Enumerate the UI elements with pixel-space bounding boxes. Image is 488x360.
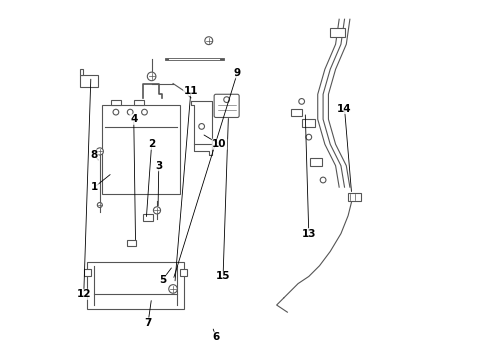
Circle shape — [198, 123, 204, 129]
Bar — [80, 69, 83, 75]
Bar — [110, 100, 121, 105]
Circle shape — [96, 148, 103, 155]
Bar — [302, 119, 315, 127]
Bar — [80, 75, 98, 87]
Text: 10: 10 — [212, 139, 226, 149]
Bar — [102, 105, 180, 194]
Bar — [309, 158, 322, 166]
Circle shape — [97, 203, 102, 207]
Text: 4: 4 — [130, 114, 137, 124]
Circle shape — [168, 285, 177, 293]
Text: 8: 8 — [91, 150, 98, 160]
Bar — [347, 193, 360, 202]
Bar — [180, 269, 187, 276]
Circle shape — [142, 109, 147, 115]
Circle shape — [224, 97, 229, 103]
Circle shape — [153, 207, 160, 214]
Text: 9: 9 — [233, 68, 241, 78]
Text: 12: 12 — [76, 289, 91, 299]
Text: 15: 15 — [215, 271, 230, 282]
Bar — [126, 240, 135, 246]
FancyBboxPatch shape — [214, 94, 239, 117]
Text: 11: 11 — [183, 86, 198, 96]
Circle shape — [113, 109, 119, 115]
Bar — [329, 28, 344, 37]
Text: 7: 7 — [144, 318, 151, 328]
Circle shape — [298, 99, 304, 104]
Bar — [83, 269, 91, 276]
Text: 2: 2 — [148, 139, 155, 149]
Circle shape — [305, 134, 311, 140]
Circle shape — [127, 109, 133, 115]
Bar — [142, 214, 153, 221]
Bar — [290, 109, 301, 116]
Text: 1: 1 — [91, 182, 98, 192]
Text: 14: 14 — [337, 104, 351, 113]
Text: 3: 3 — [155, 161, 162, 171]
Bar — [134, 100, 144, 105]
Circle shape — [147, 72, 156, 81]
Circle shape — [204, 37, 212, 45]
Text: 5: 5 — [159, 275, 165, 285]
Circle shape — [320, 177, 325, 183]
Bar — [87, 262, 183, 309]
Text: 6: 6 — [212, 332, 219, 342]
Text: 13: 13 — [301, 229, 315, 239]
